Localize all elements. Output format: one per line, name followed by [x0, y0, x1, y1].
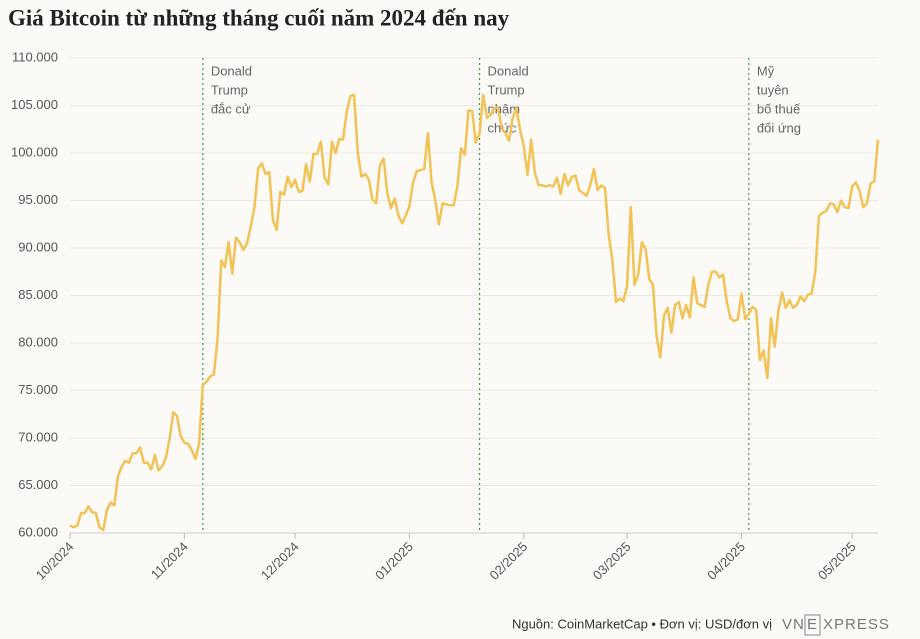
logo-part: E	[807, 616, 818, 633]
y-tick-label: 80.000	[18, 334, 58, 349]
annotation-text: đắc cử	[211, 101, 251, 116]
annotation-text: Donald	[211, 63, 252, 78]
source-note: Nguồn: CoinMarketCap • Đơn vị: USD/đơn v…	[512, 616, 772, 631]
y-tick-label: 75.000	[18, 382, 58, 397]
annotation-text: Donald	[488, 63, 529, 78]
y-tick-label: 85.000	[18, 287, 58, 302]
x-tick-label: 11/2024	[148, 539, 191, 582]
y-tick-label: 100.000	[11, 144, 58, 159]
price-line	[69, 93, 880, 532]
annotation-text: đối ứng	[757, 120, 801, 135]
annotation-text: Trump	[488, 82, 525, 97]
logo-box	[804, 614, 821, 636]
x-tick-label: 01/2025	[372, 539, 416, 583]
x-tick-label: 05/2025	[815, 539, 859, 583]
y-tick-label: 95.000	[18, 192, 58, 207]
annotation-text: tuyên	[757, 82, 789, 97]
x-tick-label: 12/2024	[258, 539, 302, 583]
annotation-text: bố thuế	[757, 101, 801, 116]
y-tick-label: 60.000	[18, 524, 58, 539]
annotation-text: Trump	[211, 82, 248, 97]
y-tick-label: 105.000	[11, 97, 58, 112]
chart-title: Giá Bitcoin từ những tháng cuối năm 2024…	[8, 5, 510, 30]
y-tick-label: 70.000	[18, 429, 58, 444]
x-tick-label: 02/2025	[487, 539, 531, 583]
x-tick-label: 04/2025	[704, 539, 748, 583]
y-tick-label: 90.000	[18, 239, 58, 254]
y-tick-label: 110.000	[12, 49, 58, 64]
annotation-text: nhậm	[488, 101, 521, 116]
annotation-text: Mỹ	[757, 63, 775, 78]
y-tick-label: 65.000	[18, 477, 58, 492]
logo-part: XPRESS	[823, 616, 890, 633]
logo-part: VN	[782, 616, 805, 633]
x-tick-label: 03/2025	[590, 539, 634, 583]
x-tick-label: 10/2024	[33, 539, 77, 583]
